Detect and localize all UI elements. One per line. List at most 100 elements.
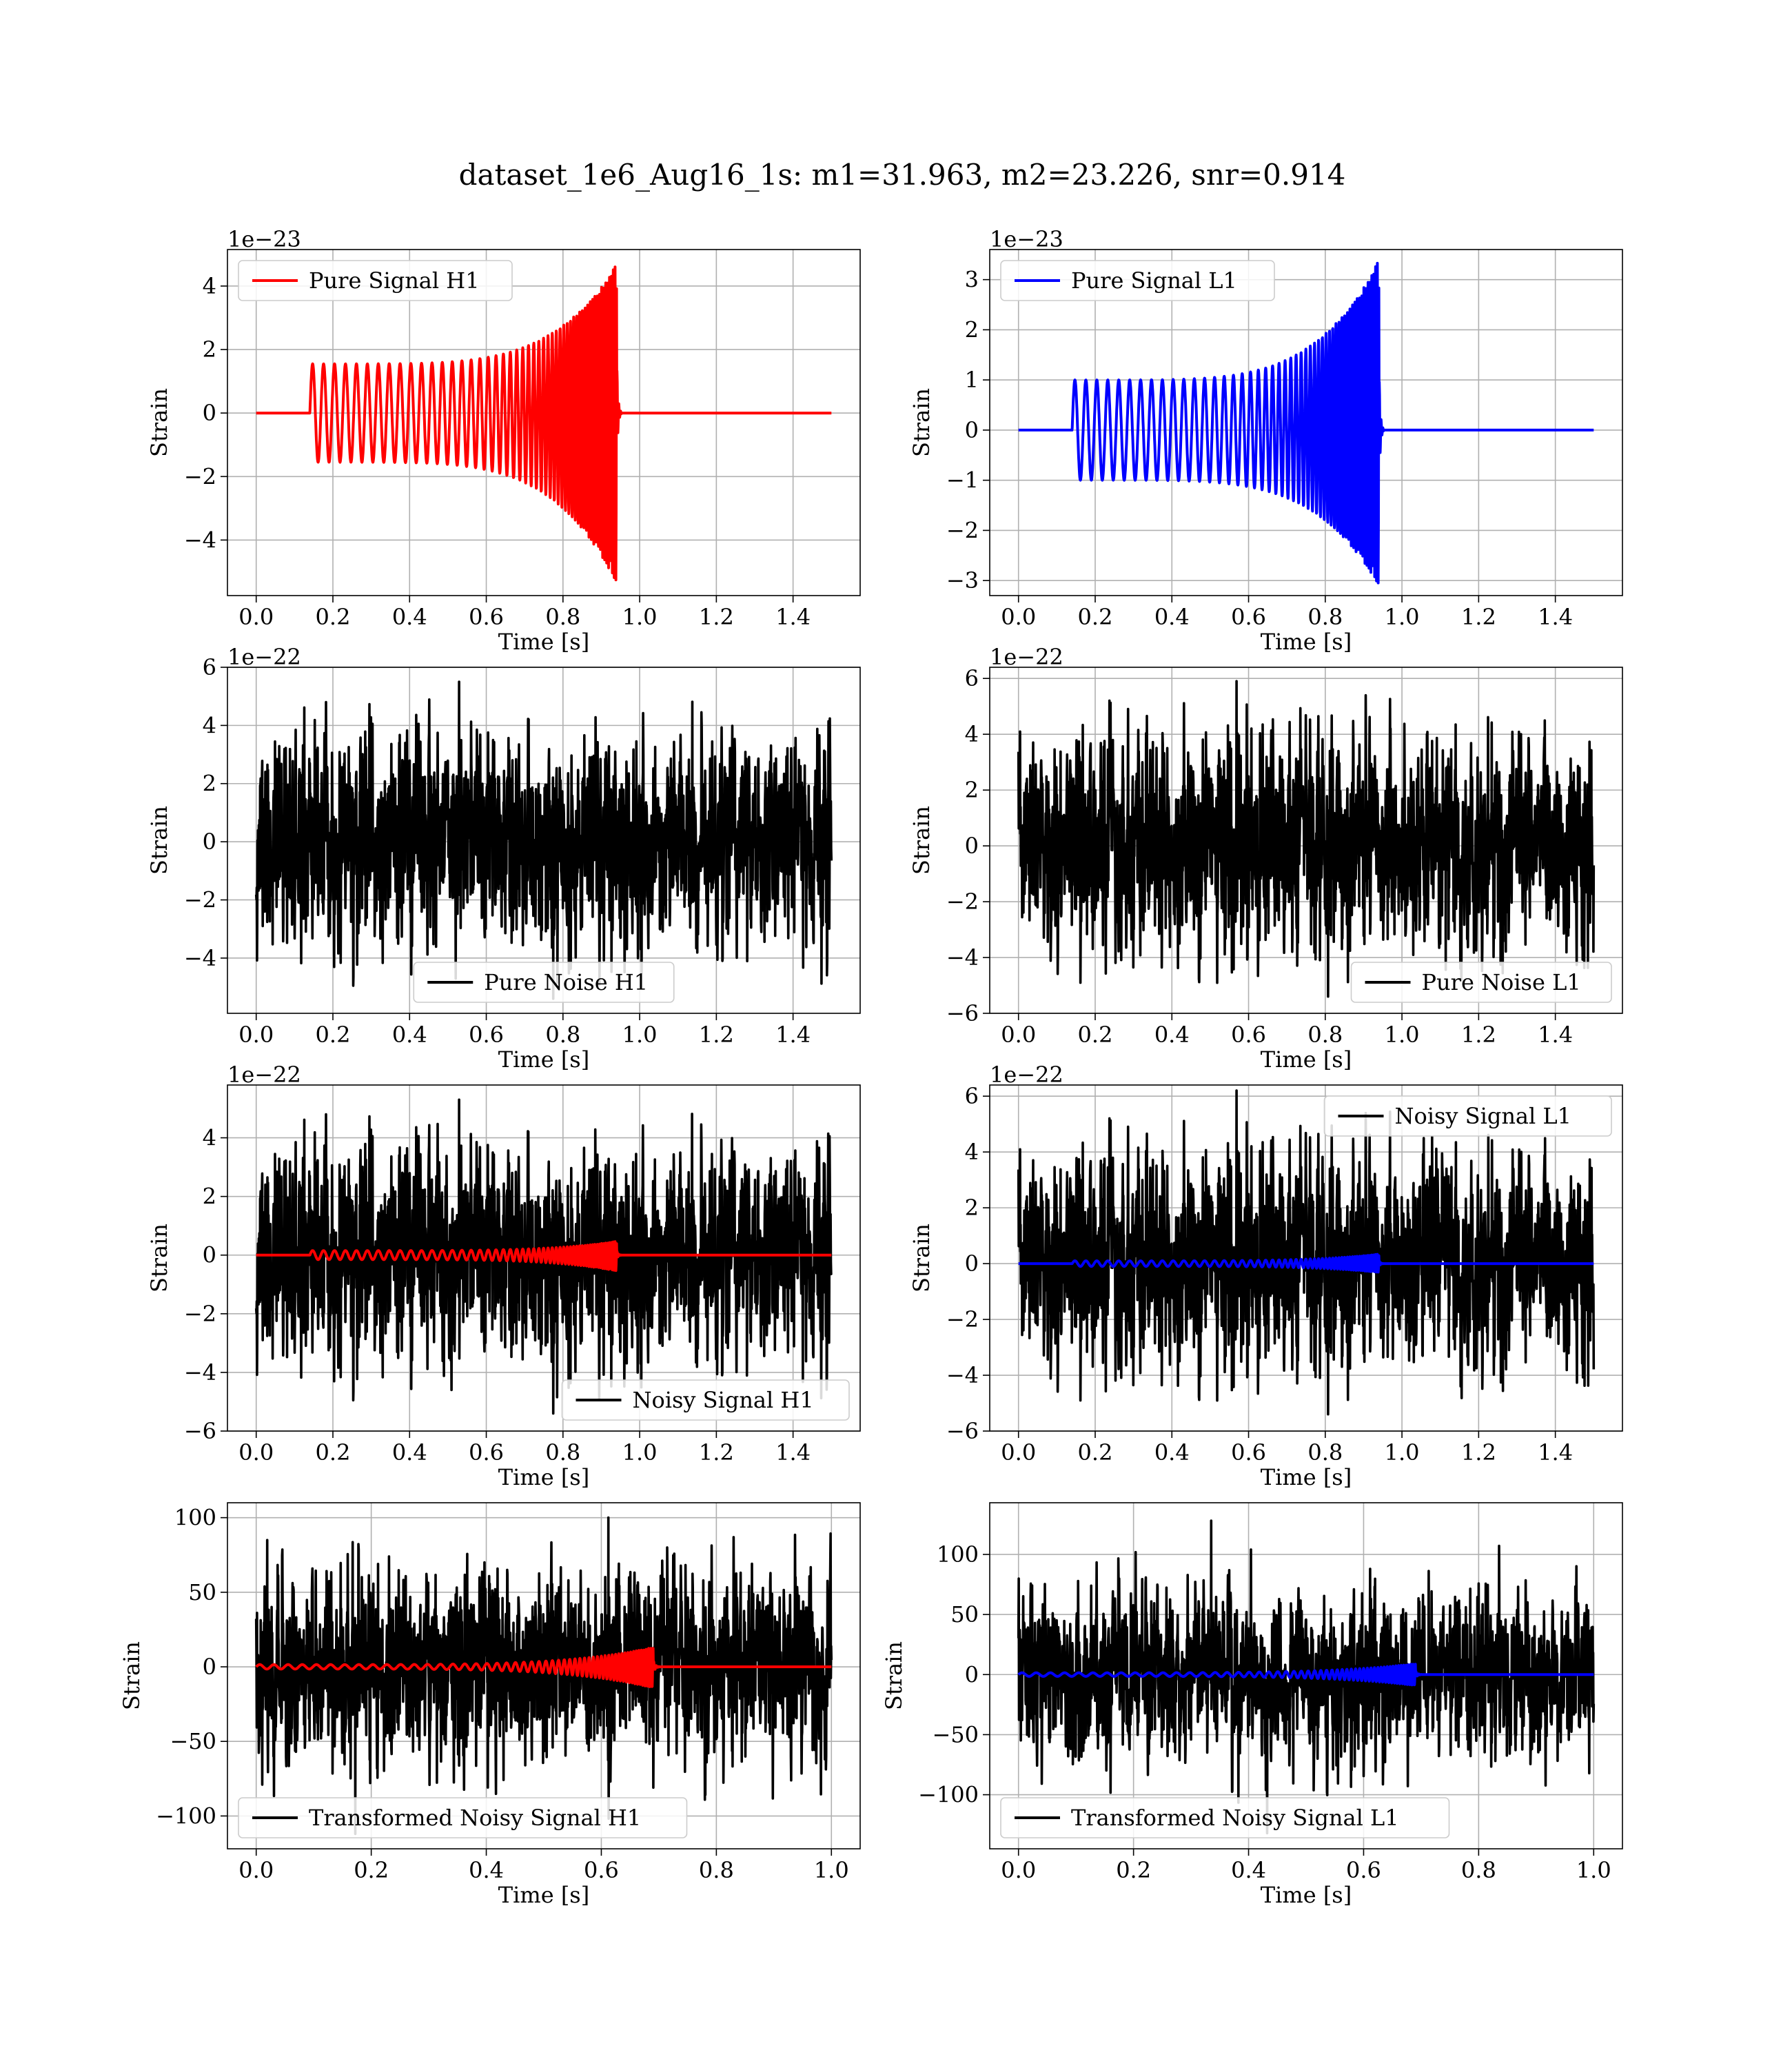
x-axis-label: Time [s]	[498, 1046, 589, 1073]
x-axis-label: Time [s]	[498, 629, 589, 655]
x-tick-label: 1.2	[699, 1439, 734, 1466]
y-tick-label: 2	[203, 1184, 216, 1210]
x-tick-label: 0.2	[316, 1022, 351, 1048]
legend-label: Pure Signal H1	[309, 267, 480, 294]
y-offset-text: 1e−22	[990, 1062, 1063, 1088]
x-tick-label: 1.0	[814, 1857, 849, 1883]
y-tick-label: −4	[184, 527, 216, 553]
y-tick-label: −2	[946, 1306, 979, 1332]
x-tick-label: 0.6	[584, 1857, 619, 1883]
legend: Pure Noise H1	[413, 962, 675, 1003]
y-tick-label: −50	[932, 1721, 979, 1747]
axes-frame	[989, 249, 1623, 596]
x-axis-label: Time [s]	[1261, 1882, 1352, 1908]
chart-l1-noisy-signal: 0.0 0.2 0.4 0.6 0.8 1.0 1.2 1.4 −6 −4 −2 0 2 4 6 Time […	[908, 1062, 1623, 1490]
y-tick-label: 100	[937, 1541, 979, 1568]
y-axis-label: Strain	[908, 388, 935, 457]
y-offset-text: 1e−22	[990, 644, 1063, 670]
legend-box	[413, 962, 675, 1003]
x-axis-label: Time [s]	[498, 1882, 589, 1908]
legend-box	[1323, 1095, 1612, 1137]
y-offset-text: 1e−23	[990, 226, 1063, 252]
y-tick-label: −2	[184, 1301, 216, 1327]
y-tick-label: 2	[965, 316, 979, 343]
x-tick-label: 1.0	[622, 604, 658, 630]
x-tick-label: 0.6	[469, 1022, 504, 1048]
x-tick-label: 0.4	[392, 604, 427, 630]
y-offset-text: 1e−22	[227, 1062, 301, 1088]
axes-frame	[227, 249, 861, 596]
x-tick-label: 0.2	[1078, 1022, 1113, 1048]
y-tick-label: 0	[965, 417, 979, 443]
y-tick-label: −4	[946, 944, 979, 971]
axes-frame	[989, 1084, 1623, 1432]
y-tick-label: −50	[170, 1728, 216, 1754]
legend-label: Noisy Signal H1	[633, 1387, 814, 1413]
y-tick-label: 0	[965, 1661, 979, 1687]
x-tick-label: 0.0	[1001, 1439, 1036, 1466]
series-line-chirp-overlay	[255, 1647, 833, 1688]
y-tick-label: 2	[203, 771, 216, 797]
x-tick-label: 1.4	[775, 1439, 811, 1466]
x-tick-label: 0.4	[1154, 1439, 1190, 1466]
series-line-chirp-overlay	[1017, 1253, 1595, 1274]
y-offset-text: 1e−22	[227, 644, 301, 670]
series-line-chirp-overlay	[1017, 1663, 1595, 1687]
chart-l1-pure-noise: 0.0 0.2 0.4 0.6 0.8 1.0 1.2 1.4 −6 −4 −2 0 2 4 6 Time […	[908, 644, 1623, 1073]
axes-frame	[227, 1502, 861, 1849]
x-tick-label: 1.4	[1538, 604, 1573, 630]
x-tick-label: 0.8	[699, 1857, 734, 1883]
chart-h1-pure-signal: 0.0 0.2 0.4 0.6 0.8 1.0 1.2 1.4 −4 −2 0 2 4 Time [s] S…	[146, 226, 861, 655]
x-tick-label: 1.0	[1576, 1857, 1611, 1883]
axes-frame	[989, 1502, 1623, 1849]
series-line-pure-signal-h1	[255, 265, 833, 582]
x-axis-label: Time [s]	[1261, 629, 1352, 655]
x-tick-label: 1.4	[775, 604, 811, 630]
x-tick-label: 1.4	[1538, 1439, 1573, 1466]
y-tick-label: 0	[965, 833, 979, 859]
x-tick-label: 0.4	[1231, 1857, 1266, 1883]
y-tick-label: 4	[965, 1139, 979, 1165]
axes-frame	[989, 667, 1623, 1014]
y-tick-label: −6	[184, 1418, 216, 1444]
y-tick-label: 0	[203, 1654, 216, 1680]
axes-frame	[227, 667, 861, 1014]
x-tick-label: 0.0	[1001, 1857, 1036, 1883]
y-tick-label: 50	[188, 1579, 216, 1605]
x-tick-label: 1.4	[1538, 1022, 1573, 1048]
legend: Noisy Signal L1	[1323, 1095, 1612, 1137]
legend: Pure Signal L1	[1000, 260, 1275, 301]
figure-title: dataset_1e6_Aug16_1s: m1=31.963, m2=23.2…	[459, 158, 1346, 192]
y-axis-label: Strain	[881, 1641, 907, 1710]
series-line-chirp-overlay	[255, 1240, 833, 1273]
y-tick-label: 3	[965, 267, 979, 293]
y-axis-label: Strain	[146, 388, 172, 457]
x-tick-label: 0.6	[1346, 1857, 1381, 1883]
y-axis-label: Strain	[908, 1224, 935, 1292]
x-tick-label: 0.2	[1078, 1439, 1113, 1466]
y-axis-label: Strain	[146, 1224, 172, 1292]
x-tick-label: 0.6	[1231, 604, 1266, 630]
y-tick-label: 6	[965, 1083, 979, 1109]
x-tick-label: 1.0	[1385, 1439, 1420, 1466]
legend-label: Pure Signal L1	[1071, 267, 1237, 294]
y-axis-label: Strain	[119, 1641, 145, 1710]
x-tick-label: 0.0	[1001, 1022, 1036, 1048]
series-line-transformed-noisy-signal-l1	[1017, 1519, 1596, 1835]
y-tick-label: 0	[203, 829, 216, 855]
x-tick-label: 1.0	[1385, 604, 1420, 630]
x-tick-label: 0.0	[1001, 604, 1036, 630]
y-tick-label: −4	[184, 945, 216, 971]
x-tick-label: 0.0	[238, 604, 274, 630]
chart-l1-pure-signal: 0.0 0.2 0.4 0.6 0.8 1.0 1.2 1.4 −3 −2 −1 0 1 2 3 Time […	[908, 226, 1623, 655]
y-tick-label: −4	[946, 1362, 979, 1388]
x-tick-label: 0.2	[354, 1857, 389, 1883]
x-tick-label: 0.0	[238, 1022, 274, 1048]
y-tick-label: 6	[965, 665, 979, 691]
x-tick-label: 1.2	[1461, 1022, 1496, 1048]
x-tick-label: 0.6	[469, 1439, 504, 1466]
y-tick-label: 0	[203, 400, 216, 426]
y-tick-label: 4	[203, 273, 216, 299]
x-tick-label: 0.4	[469, 1857, 504, 1883]
